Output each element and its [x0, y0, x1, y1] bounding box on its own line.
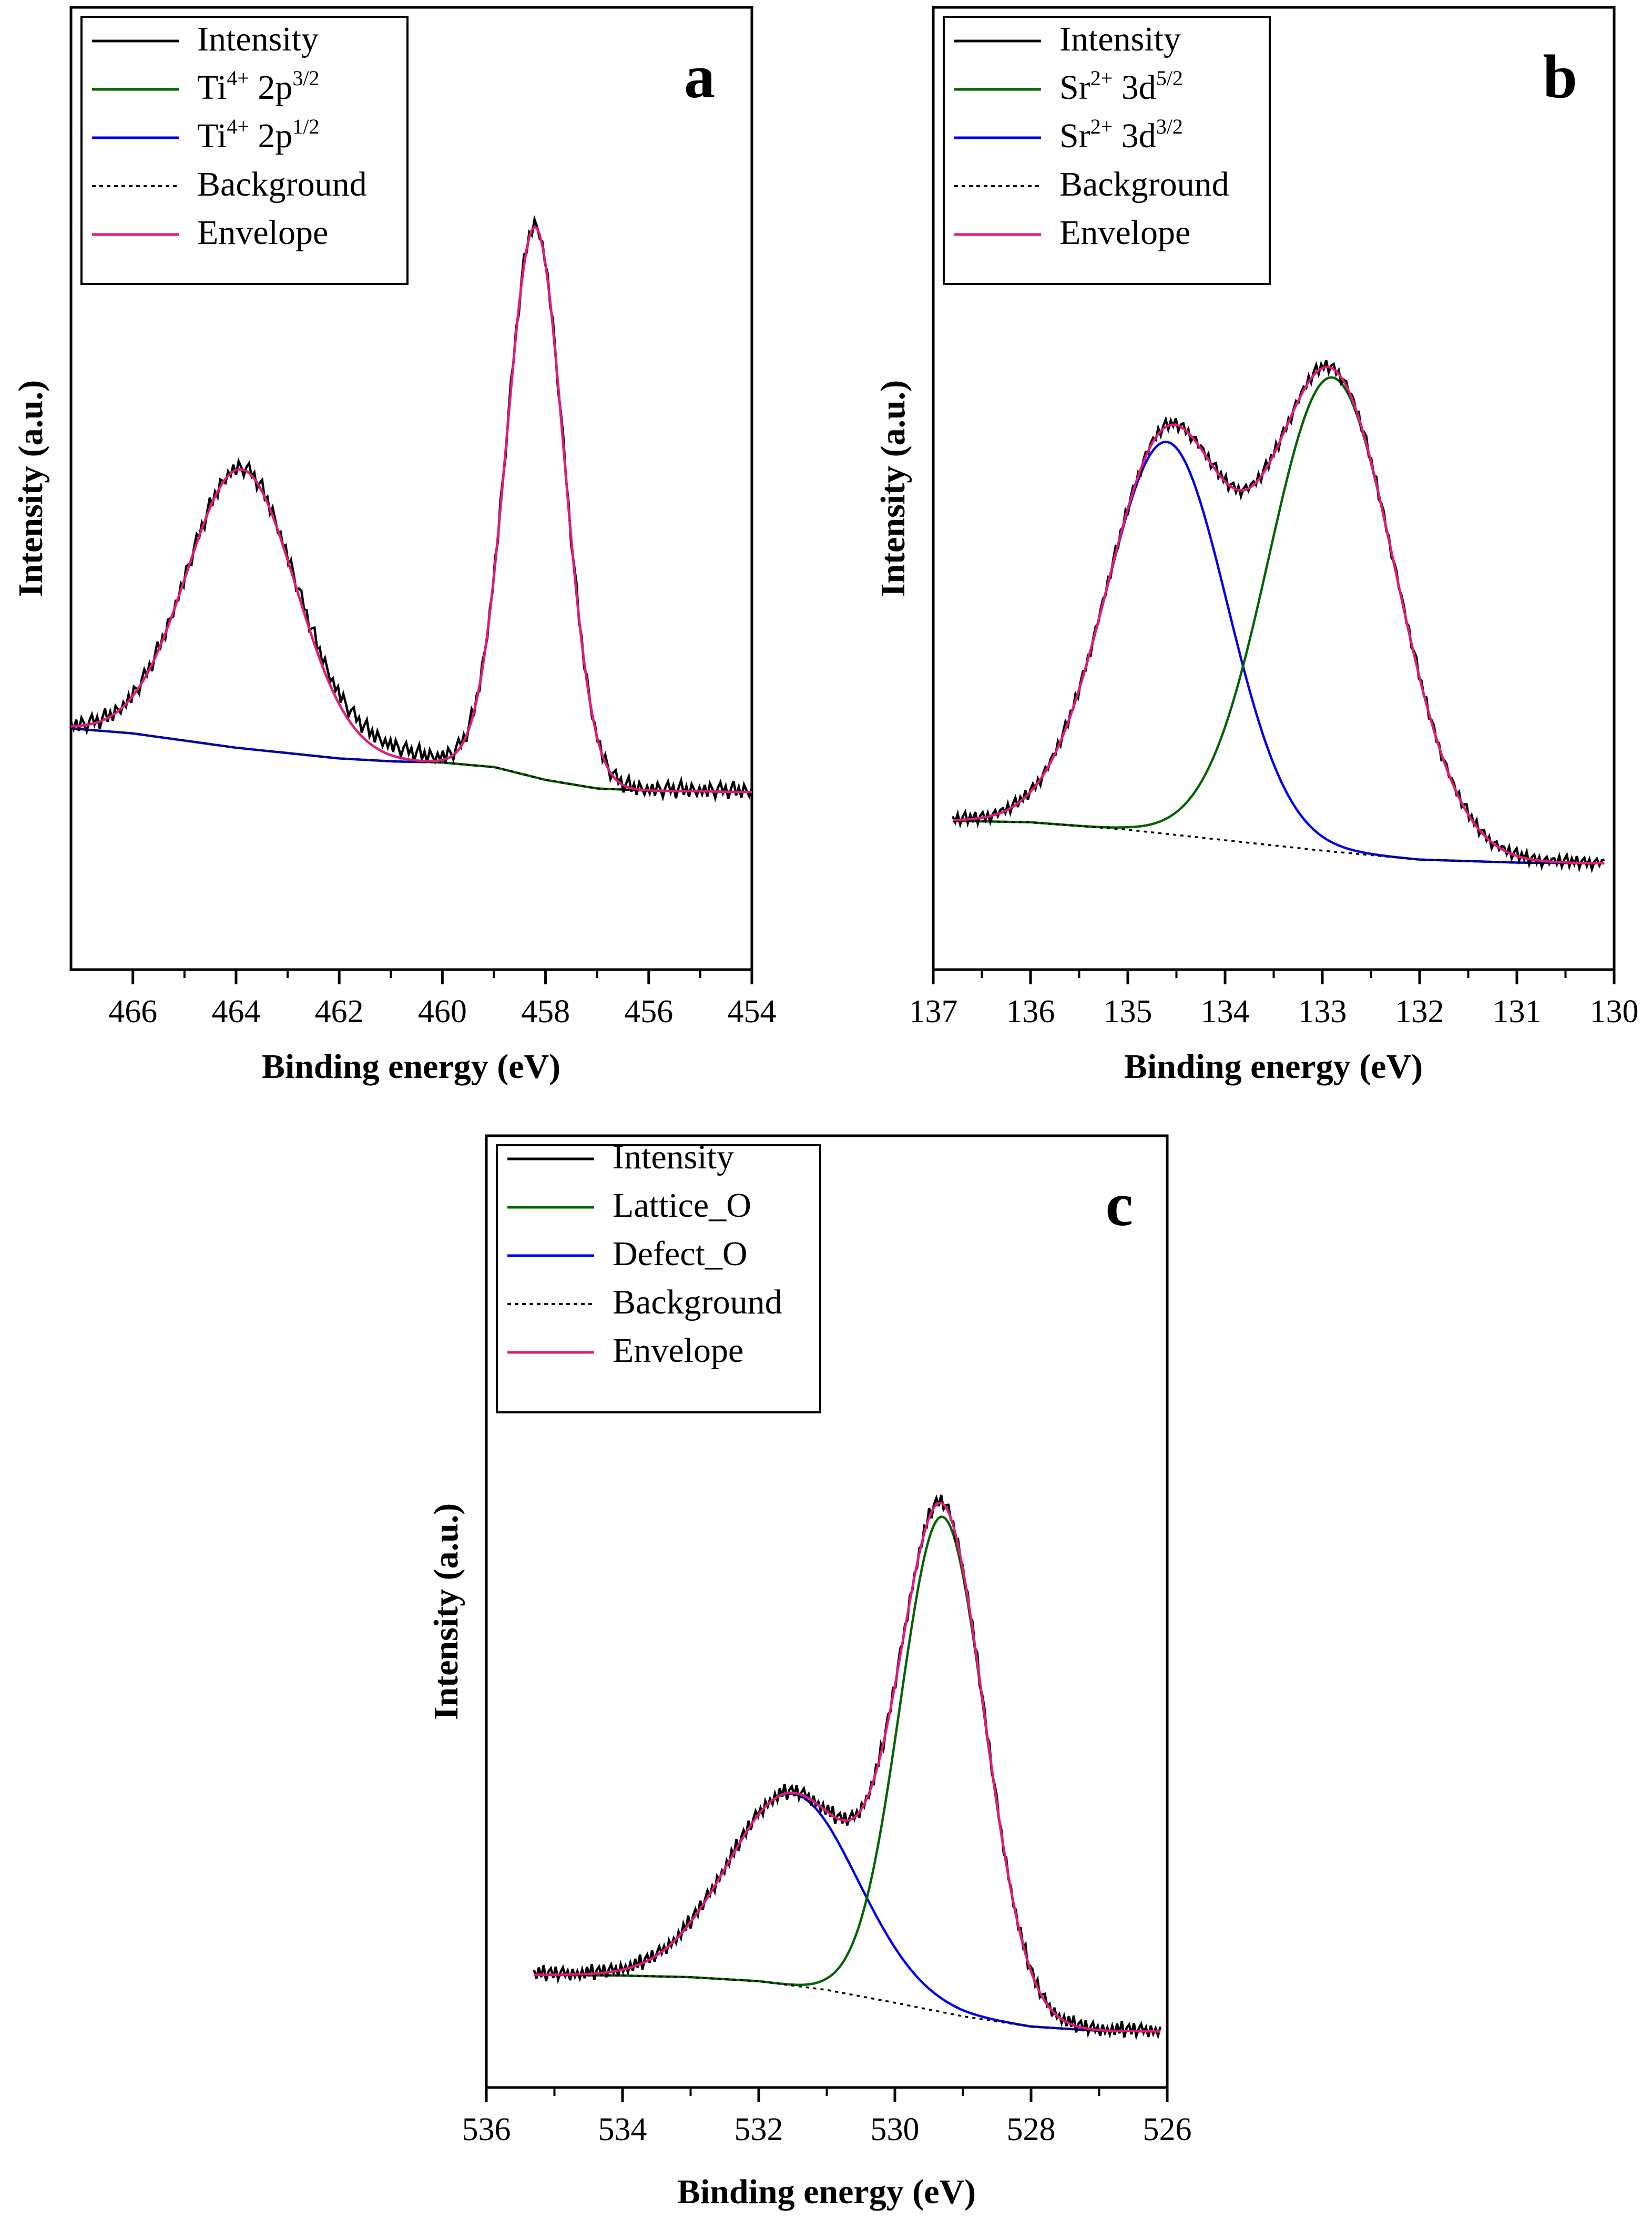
- panel-c-legend-box: [496, 1144, 821, 1413]
- panel-c: 536 534 532 530 528 526 c Binding energy (eV)…: [427, 1134, 1192, 2211]
- panel-b-intensity-line: [951, 360, 1605, 873]
- panel-c-legend-item: Lattice_O: [507, 1186, 751, 1225]
- panel-c-legend-label: Envelope: [613, 1331, 743, 1370]
- panel-a-legend-label: Intensity: [197, 20, 319, 58]
- panel-c-legend-item: Defect_O: [507, 1235, 748, 1273]
- panel-b-background-line: [952, 820, 1605, 864]
- panel-a-legend: Intensity Ti4+ 2p3/2 Ti4+ 2p1/2 Background E…: [80, 16, 409, 285]
- panel-b-x-ticks: 137 136 135 134 133 132 131 130: [909, 970, 1639, 1030]
- panel-b-legend-item: Envelope: [954, 213, 1190, 252]
- panel-c-letter: c: [1106, 1170, 1133, 1239]
- panel-b-x-tick-label: 135: [1104, 994, 1153, 1030]
- panel-c-background-line: [534, 1973, 1160, 2033]
- panel-a-intensity-line: [69, 215, 753, 802]
- panel-b: 137 136 135 134 133 132 131 130 b Binding energ…: [874, 6, 1639, 1086]
- panel-a-x-tick-label: 464: [211, 994, 260, 1030]
- panel-b-legend-box: [943, 16, 1271, 285]
- panel-c-component2-line: [534, 1792, 1160, 2033]
- panel-c-legend-item: Envelope: [507, 1331, 743, 1370]
- panel-a-x-tick-label: 466: [108, 994, 157, 1030]
- panel-a-envelope-line: [70, 225, 752, 793]
- panel-b-legend-item: Sr2+ 3d3/2: [954, 115, 1183, 155]
- panel-b-plot: [951, 360, 1605, 873]
- panel-c-ylabel: Intensity (a.u.): [427, 1503, 465, 1720]
- panel-c-xlabel: Binding energy (eV): [677, 2173, 976, 2211]
- panel-a-x-tick-label: 460: [418, 994, 467, 1030]
- panel-c-x-ticks: 536 534 532 530 528 526: [462, 2087, 1192, 2147]
- panel-a-x-tick-label: 454: [728, 994, 777, 1030]
- panel-c-plot: [533, 1494, 1162, 2041]
- panel-a-legend-item: Ti4+ 2p1/2: [92, 115, 320, 155]
- panel-b-legend-item: Background: [954, 165, 1229, 203]
- panel-a-legend-label: Background: [197, 165, 367, 203]
- panel-b-x-tick-label: 132: [1395, 994, 1444, 1030]
- panel-a-frame: [69, 6, 753, 971]
- panel-b-x-tick-label: 136: [1006, 994, 1055, 1030]
- panel-a-legend-item: Background: [92, 165, 367, 203]
- panel-c-legend-label: Lattice_O: [613, 1186, 751, 1225]
- panel-b-legend-label: Sr2+ 3d5/2: [1059, 66, 1183, 107]
- panel-b-legend-item: Intensity: [954, 20, 1181, 58]
- panel-a-x-tick-label: 456: [624, 994, 673, 1030]
- panel-a-x-ticks: 466 464 462 460 458 456 454: [108, 970, 777, 1030]
- panel-c-x-tick-label: 526: [1143, 2112, 1192, 2147]
- panel-c-x-tick-label: 530: [871, 2112, 920, 2147]
- panel-a-legend-label: Envelope: [197, 213, 328, 252]
- panel-a-component1-line: [70, 468, 752, 793]
- panel-b-ylabel: Intensity (a.u.): [874, 380, 912, 597]
- panel-b-x-tick-label: 130: [1590, 994, 1639, 1030]
- panel-c-x-tick-label: 528: [1007, 2112, 1056, 2147]
- panel-b-envelope-line: [952, 365, 1605, 865]
- panel-b-legend-label: Background: [1059, 165, 1229, 203]
- panel-c-legend-item: Background: [507, 1283, 782, 1321]
- panel-c-component1-line: [534, 1515, 1160, 2033]
- panel-b-letter: b: [1543, 42, 1577, 111]
- panel-b-x-tick-label: 131: [1493, 994, 1542, 1030]
- panel-b-legend-item: Sr2+ 3d5/2: [954, 66, 1183, 107]
- panel-b-legend: Intensity Sr2+ 3d5/2 Sr2+ 3d3/2 Background E…: [943, 16, 1271, 285]
- panel-a-plot: [69, 215, 753, 802]
- panel-c-envelope-line: [534, 1501, 1160, 2033]
- panel-b-x-tick-label: 133: [1298, 994, 1347, 1030]
- panel-a-ylabel: Intensity (a.u.): [12, 380, 50, 597]
- panel-c-legend-label: Defect_O: [613, 1235, 748, 1273]
- panel-a-x-tick-label: 462: [315, 994, 364, 1030]
- panel-c-x-tick-label: 536: [462, 2112, 511, 2147]
- panel-b-legend-label: Sr2+ 3d3/2: [1059, 115, 1183, 155]
- panel-b-x-tick-label: 134: [1201, 994, 1250, 1030]
- panel-a-letter: a: [684, 42, 715, 111]
- panel-c-x-tick-label: 534: [598, 2112, 647, 2147]
- panel-a-legend-label: Ti4+ 2p1/2: [197, 115, 320, 155]
- panel-b-x-tick-label: 137: [909, 994, 958, 1030]
- panel-a-legend-box: [80, 16, 409, 285]
- panel-a-xlabel: Binding energy (eV): [262, 1047, 560, 1086]
- panel-a-legend-item: Intensity: [92, 20, 319, 58]
- panel-c-x-tick-label: 532: [735, 2112, 783, 2147]
- panel-c-legend-label: Intensity: [613, 1138, 734, 1176]
- panel-b-legend-label: Intensity: [1059, 20, 1181, 58]
- panel-a-legend-label: Ti4+ 2p3/2: [197, 66, 320, 107]
- panel-a-x-tick-label: 458: [521, 994, 570, 1030]
- panel-c-legend: Intensity Lattice_O Defect_O Background Enve…: [496, 1138, 821, 1413]
- panel-b-xlabel: Binding energy (eV): [1124, 1047, 1423, 1086]
- panel-b-legend-label: Envelope: [1059, 213, 1190, 252]
- panel-c-legend-item: Intensity: [507, 1138, 734, 1176]
- panel-a-legend-item: Ti4+ 2p3/2: [92, 66, 320, 107]
- panel-c-legend-label: Background: [613, 1283, 782, 1321]
- panel-a: 466 464 462 460 458 456 454 a Binding energy (…: [12, 6, 777, 1086]
- panel-b-component2-line: [952, 441, 1605, 865]
- panel-a-legend-item: Envelope: [92, 213, 328, 252]
- panel-a-component2-line: [70, 225, 752, 793]
